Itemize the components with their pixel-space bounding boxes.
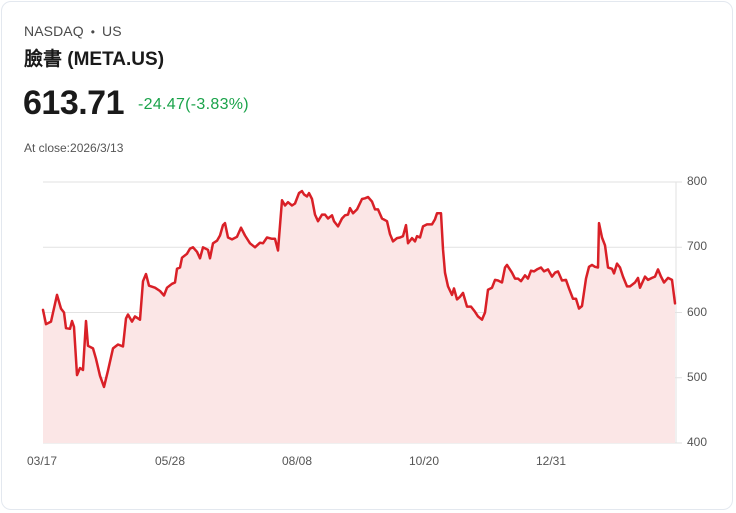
x-tick-label: 08/08 xyxy=(282,454,313,468)
y-tick-label: 800 xyxy=(687,174,708,188)
x-tick-label: 05/28 xyxy=(155,454,186,468)
price-line xyxy=(41,189,677,389)
exchange-name: NASDAQ xyxy=(24,23,84,39)
stock-title: 臉書 (META.US) xyxy=(24,49,165,70)
y-tick-label: 500 xyxy=(687,369,708,384)
current-price: 613.71 xyxy=(23,84,125,122)
y-tick-label: 700 xyxy=(687,239,708,254)
market-name: US xyxy=(102,23,122,39)
x-tick-label: 12/31 xyxy=(536,454,567,468)
close-date: At close:2026/3/13 xyxy=(24,141,124,155)
exchange-label: NASDAQ • US xyxy=(24,23,122,39)
x-tick-label: 10/20 xyxy=(409,454,440,468)
price-change: -24.47(-3.83%) xyxy=(138,96,249,113)
price-area-fill xyxy=(43,191,675,443)
x-tick-label: 03/17 xyxy=(27,454,58,468)
y-tick-label: 400 xyxy=(687,435,708,449)
y-tick-label: 600 xyxy=(687,304,708,319)
separator-dot: • xyxy=(90,25,96,39)
